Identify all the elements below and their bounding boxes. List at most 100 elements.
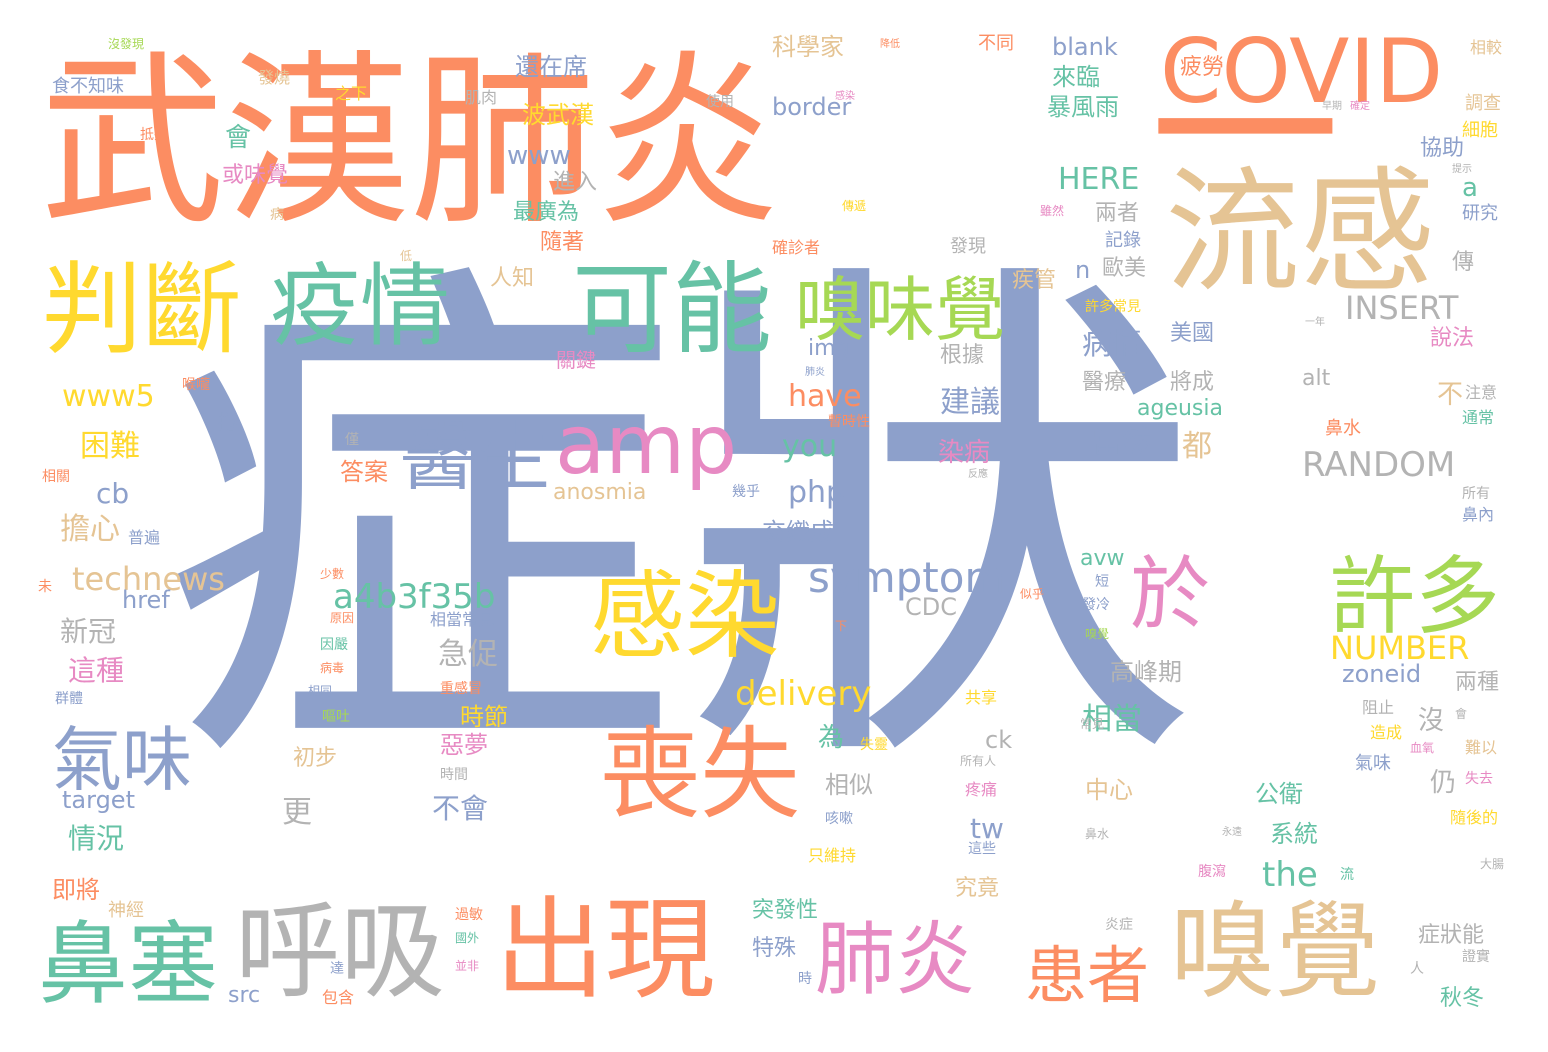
word-pilao: 疲勞 <box>1180 55 1225 80</box>
word-suiran: 雖然 <box>1040 204 1065 218</box>
word-yiliao: 醫療 <box>1082 370 1127 395</box>
word-shijian: 時間 <box>440 767 468 783</box>
word-yongyuan: 永遠 <box>1222 827 1242 838</box>
word-a: a <box>1462 173 1478 203</box>
word-ageusia: ageusia <box>1137 396 1223 421</box>
word-covid: COVID <box>1160 20 1444 123</box>
word-geng: 更 <box>282 795 312 830</box>
word-xiuweijue: 嗅味覺 <box>795 269 1005 351</box>
word-jiangcheng: 將成 <box>1170 370 1215 395</box>
word-number: NUMBER <box>1330 629 1470 667</box>
word-dida: 抵擋 <box>140 127 168 143</box>
word-ganran: 感染 <box>590 562 781 672</box>
word-da: 達 <box>330 961 344 977</box>
word-huoweijue: 或味覺 <box>222 163 289 188</box>
word-bishui: 鼻水 <box>1325 418 1361 439</box>
word-liangzhong: 兩種 <box>1455 670 1500 695</box>
word-shiling: 失靈 <box>860 737 888 753</box>
word-wei-not: 未 <box>38 579 52 595</box>
word-yanjiu: 研究 <box>1462 203 1498 224</box>
word-buhui: 不會 <box>432 792 489 825</box>
word-xiangtong: 相同 <box>308 684 333 698</box>
word-shuofa: 說法 <box>1430 326 1475 351</box>
word-www: www <box>507 141 571 171</box>
word-tufaxing: 突發性 <box>752 898 819 923</box>
word-di: 低 <box>400 249 413 263</box>
word-feiyan-small: 肺炎 <box>805 367 825 378</box>
word-feiyan-large: 肺炎 <box>410 34 780 250</box>
word-zoneid: zoneid <box>1342 660 1422 688</box>
word-xiangguan: 相關 <box>42 469 70 485</box>
word-kexuejia: 科學家 <box>772 33 844 61</box>
word-zhexie: 這些 <box>968 841 996 857</box>
word-kunnan: 困難 <box>80 429 140 464</box>
word-shaoshu: 少數 <box>320 567 345 581</box>
word-zuiguangwei: 最廣為 <box>513 200 580 225</box>
word-fanying: 反應 <box>968 469 988 480</box>
word-jiangdi: 降低 <box>880 39 900 50</box>
word-teshu: 特殊 <box>752 936 797 961</box>
word-fashao: 發燒 <box>258 68 291 87</box>
word-zhengshi: 證實 <box>1462 949 1490 965</box>
word-jianyi: 建議 <box>940 385 1000 420</box>
word-jiaozhicheng: 交織成 <box>762 518 834 546</box>
word-bowuhan: 波武漢 <box>522 101 594 129</box>
word-jiguan: 疾管 <box>1012 268 1057 293</box>
word-jijiang: 即將 <box>52 876 100 904</box>
word-gongwei: 公衛 <box>1255 780 1303 808</box>
word-zaocheng: 造成 <box>1370 723 1403 742</box>
word-xinguan: 新冠 <box>60 615 117 648</box>
word-emeng: 惡夢 <box>440 731 488 759</box>
word-feiyan-pink: 肺炎 <box>815 913 975 1006</box>
word-liangzhe: 兩者 <box>1095 201 1140 226</box>
word-ck: ck <box>985 726 1013 754</box>
word-www5: www5 <box>62 379 155 414</box>
word-meiguo: 美國 <box>1170 321 1215 346</box>
word-qiwei-small: 氣味 <box>1355 753 1391 774</box>
word-img: img <box>808 336 850 361</box>
word-hui-green: 會 <box>225 123 252 153</box>
word-chubu: 初步 <box>293 746 338 771</box>
word-ren: 人 <box>1410 961 1424 977</box>
word-bu: 不 <box>1437 380 1464 410</box>
word-dou: 都 <box>1182 429 1212 464</box>
word-baohan: 包含 <box>322 988 355 1007</box>
word-xiangsi: 相似 <box>825 771 873 799</box>
word-avw: avw <box>1080 546 1125 571</box>
word-xiangjiao: 相較 <box>1470 38 1503 57</box>
word-amp: amp <box>555 398 738 493</box>
word-diaocha: 調查 <box>1465 93 1501 114</box>
word-yinyan: 因嚴 <box>320 637 348 653</box>
word-meifaxian: 沒發現 <box>108 37 145 51</box>
word-yuanyin: 原因 <box>330 611 355 625</box>
word-blank: blank <box>1052 33 1118 61</box>
word-huxi: 呼吸 <box>235 891 446 1013</box>
word-tengtong: 疼痛 <box>965 780 998 799</box>
word-yinian: 一年 <box>1305 317 1325 328</box>
word-pubian: 普遍 <box>128 528 161 547</box>
word-shibuzhiwei: 食不知味 <box>52 76 124 97</box>
word-faxian: 發現 <box>950 236 986 257</box>
word-shiqu: 失去 <box>1465 771 1493 787</box>
word-zaoqi: 早期 <box>1322 101 1342 112</box>
word-guomin: 過敏 <box>455 907 483 923</box>
word-xiujue-small: 嗅覺 <box>1085 627 1110 641</box>
word-zuzhi: 阻止 <box>1362 698 1395 717</box>
word-huanzhe: 患者 <box>1025 939 1150 1012</box>
word-the: the <box>1262 855 1318 895</box>
word-qiudong: 秋冬 <box>1440 986 1485 1011</box>
word-suihoude: 隨後的 <box>1450 808 1499 827</box>
word-shenjing: 神經 <box>108 900 144 921</box>
word-dangran: 當然 <box>1092 425 1152 460</box>
word-changjian: 常見 <box>1080 717 1105 731</box>
word-houlong: 喉嚨 <box>182 377 210 393</box>
word-xiezhu: 協助 <box>1420 136 1465 161</box>
word-qingkuang: 情況 <box>68 822 125 855</box>
word-gaofengqi: 高峰期 <box>1110 658 1182 686</box>
word-shi: 時 <box>798 971 812 987</box>
word-tongchang: 通常 <box>1462 408 1495 427</box>
word-tw: tw <box>970 812 1004 845</box>
word-guanjian: 關鍵 <box>556 348 596 372</box>
word-suoyou: 所有 <box>1462 486 1490 502</box>
